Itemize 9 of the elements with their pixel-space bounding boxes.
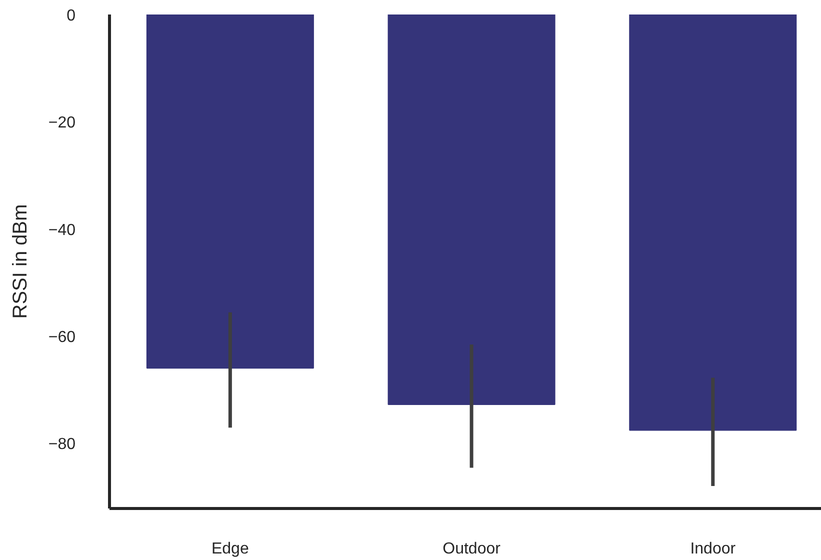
y-axis-title: RSSI in dBm: [9, 204, 32, 319]
x-tick-label: Edge: [211, 540, 249, 558]
y-tick-label: −60: [48, 328, 76, 346]
y-tick-label: −80: [48, 436, 76, 454]
y-tick-label: −40: [48, 222, 76, 239]
y-tick-label: 0: [66, 8, 76, 24]
x-tick-label: Indoor: [690, 540, 736, 558]
x-tick-label: Outdoor: [442, 540, 502, 558]
y-tick-label: −20: [48, 114, 76, 132]
